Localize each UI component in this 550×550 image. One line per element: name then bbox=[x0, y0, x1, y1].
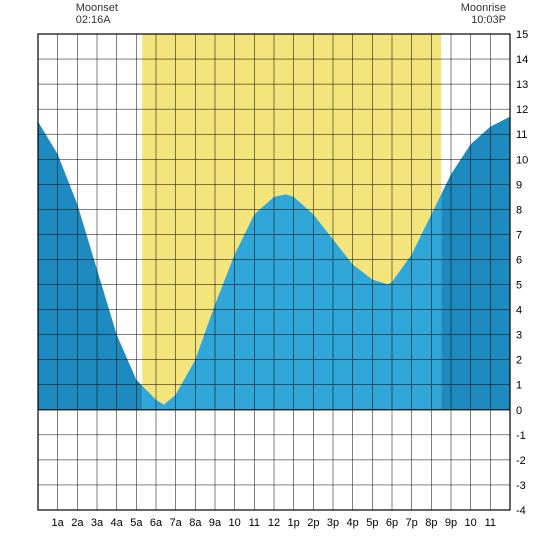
svg-text:-1: -1 bbox=[516, 430, 526, 442]
svg-text:11: 11 bbox=[249, 517, 260, 529]
svg-text:4: 4 bbox=[516, 305, 522, 317]
svg-text:9: 9 bbox=[516, 179, 522, 191]
svg-text:10: 10 bbox=[516, 154, 528, 166]
svg-text:15: 15 bbox=[516, 29, 528, 41]
svg-text:9a: 9a bbox=[209, 517, 222, 529]
svg-text:2p: 2p bbox=[307, 517, 319, 529]
svg-text:7p: 7p bbox=[406, 517, 418, 529]
svg-text:1: 1 bbox=[516, 380, 522, 392]
svg-text:11: 11 bbox=[516, 129, 527, 141]
svg-text:5: 5 bbox=[516, 280, 522, 292]
svg-text:1p: 1p bbox=[288, 517, 300, 529]
svg-text:14: 14 bbox=[516, 54, 528, 66]
svg-text:6p: 6p bbox=[386, 517, 398, 529]
svg-text:3p: 3p bbox=[327, 517, 339, 529]
svg-text:2a: 2a bbox=[71, 517, 84, 529]
svg-text:2: 2 bbox=[516, 355, 522, 367]
svg-text:12: 12 bbox=[516, 104, 528, 116]
svg-text:10: 10 bbox=[229, 517, 241, 529]
svg-text:8a: 8a bbox=[189, 517, 202, 529]
svg-text:1a: 1a bbox=[52, 517, 65, 529]
svg-text:-2: -2 bbox=[516, 455, 526, 467]
svg-text:11: 11 bbox=[485, 517, 496, 529]
svg-text:7a: 7a bbox=[170, 517, 183, 529]
svg-text:8: 8 bbox=[516, 204, 522, 216]
svg-text:8p: 8p bbox=[425, 517, 437, 529]
svg-text:5p: 5p bbox=[366, 517, 378, 529]
svg-text:12: 12 bbox=[268, 517, 280, 529]
svg-text:9p: 9p bbox=[445, 517, 457, 529]
svg-text:-3: -3 bbox=[516, 480, 526, 492]
svg-text:6: 6 bbox=[516, 254, 522, 266]
svg-text:3a: 3a bbox=[91, 517, 104, 529]
svg-text:0: 0 bbox=[516, 405, 522, 417]
svg-text:7: 7 bbox=[516, 229, 522, 241]
svg-text:-4: -4 bbox=[516, 505, 526, 517]
svg-text:5a: 5a bbox=[130, 517, 143, 529]
svg-text:13: 13 bbox=[516, 79, 528, 91]
svg-text:4p: 4p bbox=[347, 517, 359, 529]
svg-text:3: 3 bbox=[516, 330, 522, 342]
svg-text:6a: 6a bbox=[150, 517, 163, 529]
svg-text:4a: 4a bbox=[111, 517, 124, 529]
tide-chart: Moonset 02:16A Moonrise 10:03P -4-3-2-10… bbox=[0, 0, 550, 550]
chart-svg: -4-3-2-101234567891011121314151a2a3a4a5a… bbox=[0, 0, 550, 550]
svg-text:10: 10 bbox=[465, 517, 477, 529]
